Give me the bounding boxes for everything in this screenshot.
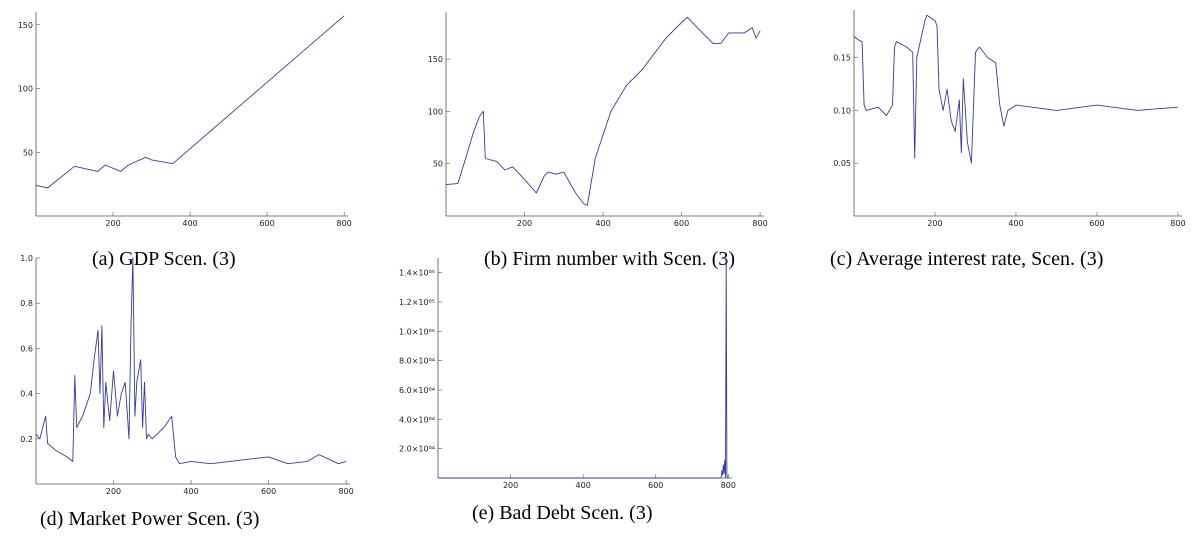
caption-firm-number: (b) Firm number with Scen. (3) [484, 248, 736, 270]
chart-interest-rate-plot: 200 400 600 800 0.05 0.10 0.15 [833, 10, 1186, 228]
x-tick-label: 400 [183, 487, 198, 496]
x-tick-label: 200 [106, 487, 121, 496]
y-tick-label: 1.0×10⁶⁵ [399, 327, 435, 336]
x-tick-label: 400 [182, 219, 197, 228]
y-tick-label: 100 [18, 85, 33, 94]
series-line [445, 16, 761, 206]
y-tick-label: 50 [23, 148, 33, 157]
x-tick-label: 200 [517, 219, 532, 228]
x-tick-label: 600 [1089, 219, 1104, 228]
y-tick-label: 0.05 [833, 159, 851, 168]
y-tick-label: 0.2 [20, 435, 33, 444]
chart-market-power-plot: 200 400 600 800 0.2 0.4 0.6 0.8 1.0 [20, 254, 353, 496]
y-tick-label: 150 [428, 55, 443, 64]
y-tick-label: 1.0 [20, 254, 33, 263]
y-tick-label: 0.15 [833, 54, 851, 63]
x-tick-label: 800 [721, 481, 736, 490]
chart-firm-number-plot: 200 400 600 800 50 100 150 [428, 12, 768, 228]
chart-market-power: 200 400 600 800 0.2 0.4 0.6 0.8 1.0 [0, 252, 360, 496]
x-tick-label: 200 [927, 219, 942, 228]
x-tick-label: 800 [752, 219, 767, 228]
x-tick-label: 800 [1170, 219, 1185, 228]
series-line [35, 15, 345, 189]
x-tick-label: 600 [648, 481, 663, 490]
y-tick-label: 150 [18, 21, 33, 30]
y-tick-label: 2.0×10⁶⁴ [399, 445, 435, 454]
y-tick-label: 0.4 [20, 390, 33, 399]
x-tick-label: 800 [338, 487, 353, 496]
x-tick-label: 400 [595, 219, 610, 228]
caption-bad-debt: (e) Bad Debt Scen. (3) [472, 502, 653, 524]
chart-firm-number: 200 400 600 800 50 100 150 [400, 0, 780, 236]
y-tick-label: 1.2×10⁶⁵ [399, 298, 435, 307]
x-tick-label: 200 [503, 481, 518, 490]
x-tick-label: 600 [259, 219, 274, 228]
chart-gdp-plot: 200 400 600 800 50 100 150 [18, 12, 352, 228]
y-tick-label: 0.8 [20, 299, 33, 308]
chart-bad-debt: 200 400 600 800 2.0×10⁶⁴ 4.0×10⁶⁴ 6.0×10⁶⁴ 8.0×… [380, 252, 760, 496]
y-tick-label: 0.10 [833, 106, 851, 115]
y-tick-label: 50 [433, 160, 443, 169]
x-tick-label: 400 [1008, 219, 1023, 228]
y-tick-label: 6.0×10⁶⁴ [399, 386, 435, 395]
y-tick-label: 0.6 [20, 344, 33, 353]
chart-interest-rate: 200 400 600 800 0.05 0.10 0.15 [810, 0, 1199, 236]
caption-market-power: (d) Market Power Scen. (3) [40, 508, 260, 530]
x-tick-label: 200 [105, 219, 120, 228]
chart-bad-debt-plot: 200 400 600 800 2.0×10⁶⁴ 4.0×10⁶⁴ 6.0×10⁶⁴ 8.0×… [399, 258, 736, 490]
y-tick-label: 8.0×10⁶⁴ [399, 357, 435, 366]
x-tick-label: 400 [576, 481, 591, 490]
y-tick-label: 100 [428, 107, 443, 116]
chart-gdp: 200 400 600 800 50 100 150 [0, 0, 360, 236]
series-line [438, 259, 729, 479]
x-tick-label: 600 [674, 219, 689, 228]
series-line [35, 257, 347, 465]
caption-gdp: (a) GDP Scen. (3) [92, 248, 236, 270]
y-tick-label: 4.0×10⁶⁴ [399, 415, 435, 424]
x-tick-label: 800 [337, 219, 352, 228]
series-line [853, 14, 1179, 164]
y-tick-label: 1.4×10⁶⁵ [399, 269, 435, 278]
caption-interest-rate: (c) Average interest rate, Scen. (3) [830, 248, 1104, 270]
x-tick-label: 600 [261, 487, 276, 496]
